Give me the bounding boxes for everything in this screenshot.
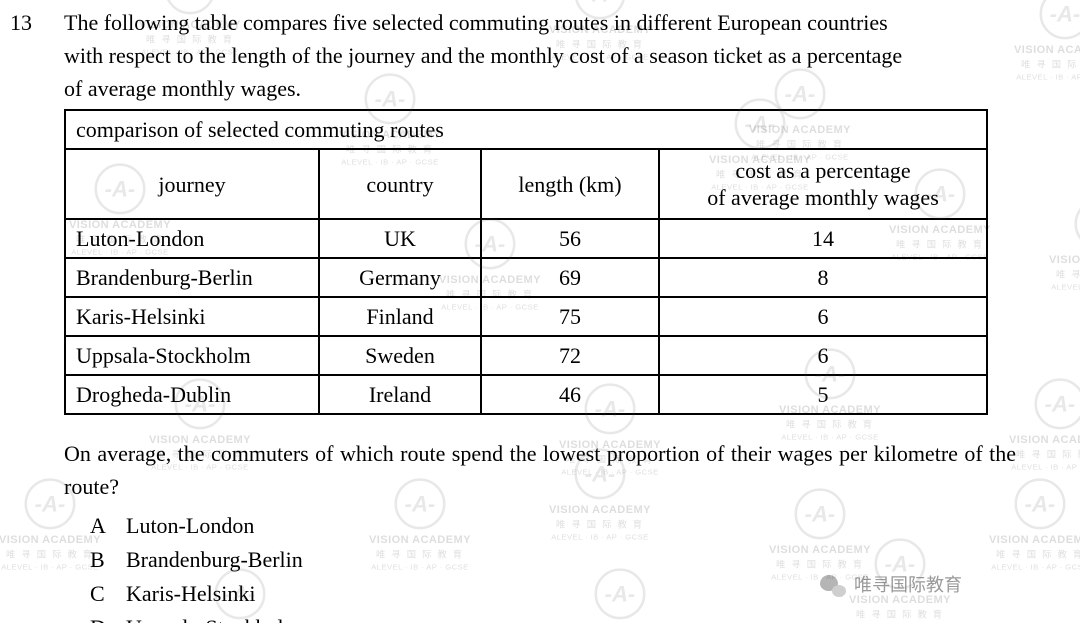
wechat-attribution: 唯寻国际教育 (820, 572, 962, 599)
option-text: Luton-London (126, 509, 254, 542)
cell-journey: Luton-London (65, 219, 319, 258)
cell-country: Ireland (319, 375, 481, 414)
cell-cost: 8 (659, 258, 987, 297)
cell-cost: 6 (659, 297, 987, 336)
cell-length: 46 (481, 375, 659, 414)
option-text: Karis-Helsinki (126, 577, 256, 610)
cell-country: Finland (319, 297, 481, 336)
cell-cost: 5 (659, 375, 987, 414)
wechat-icon (820, 573, 846, 599)
option-a: A Luton-London (90, 509, 1050, 542)
col-header-country: country (319, 149, 481, 219)
cell-country: UK (319, 219, 481, 258)
col-header-cost-line1: cost as a percentage (670, 157, 976, 185)
routes-table: comparison of selected commuting routes … (64, 109, 988, 415)
col-header-length: length (km) (481, 149, 659, 219)
cell-cost: 6 (659, 336, 987, 375)
table-row: Drogheda-Dublin Ireland 46 5 (65, 375, 987, 414)
table-row: Uppsala-Stockholm Sweden 72 6 (65, 336, 987, 375)
cell-country: Sweden (319, 336, 481, 375)
col-header-cost-line2: of average monthly wages (670, 184, 976, 212)
table-title: comparison of selected commuting routes (65, 110, 987, 149)
option-d: D Uppsala-Stockholm (90, 611, 1050, 623)
cell-length: 69 (481, 258, 659, 297)
option-text: Uppsala-Stockholm (126, 611, 301, 623)
col-header-cost: cost as a percentage of average monthly … (659, 149, 987, 219)
cell-length: 75 (481, 297, 659, 336)
table-row: Karis-Helsinki Finland 75 6 (65, 297, 987, 336)
cell-length: 72 (481, 336, 659, 375)
cell-journey: Drogheda-Dublin (65, 375, 319, 414)
wechat-label: 唯寻国际教育 (854, 572, 962, 599)
option-letter: B (90, 543, 126, 576)
question-number: 13 (10, 6, 32, 39)
cell-cost: 14 (659, 219, 987, 258)
cell-journey: Uppsala-Stockholm (65, 336, 319, 375)
question-stem: The following table compares five select… (64, 6, 1030, 105)
stem-line-1: The following table compares five select… (64, 6, 1030, 39)
stem-line-3: of average monthly wages. (64, 72, 1030, 105)
option-letter: D (90, 611, 126, 623)
option-letter: A (90, 509, 126, 542)
cell-journey: Karis-Helsinki (65, 297, 319, 336)
cell-journey: Brandenburg-Berlin (65, 258, 319, 297)
table-row: Brandenburg-Berlin Germany 69 8 (65, 258, 987, 297)
answer-options: A Luton-London B Brandenburg-Berlin C Ka… (90, 509, 1050, 623)
cell-country: Germany (319, 258, 481, 297)
stem-line-2: with respect to the length of the journe… (64, 39, 1030, 72)
option-text: Brandenburg-Berlin (126, 543, 303, 576)
cell-length: 56 (481, 219, 659, 258)
question-prompt: On average, the commuters of which route… (64, 437, 1016, 503)
option-letter: C (90, 577, 126, 610)
col-header-journey: journey (65, 149, 319, 219)
table-row: Luton-London UK 56 14 (65, 219, 987, 258)
